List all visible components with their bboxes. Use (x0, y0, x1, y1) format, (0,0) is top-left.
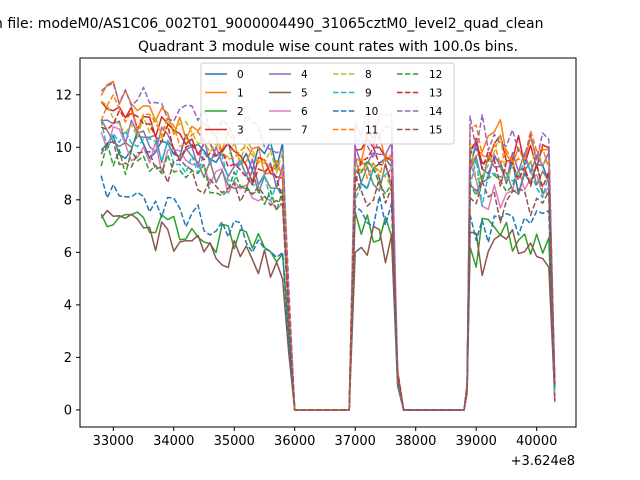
legend-label-4: 4 (301, 69, 308, 81)
legend-label-12: 12 (429, 69, 442, 81)
legend-label-15: 15 (429, 125, 442, 137)
figure-suptitle: n file: modeM0/AS1C06_002T01_9000004490_… (0, 16, 543, 32)
x-tick-label-6: 39000 (456, 434, 497, 449)
x-tick-label-7: 40000 (516, 434, 557, 449)
legend-label-0: 0 (237, 69, 244, 81)
x-tick-label-1: 34000 (153, 434, 194, 449)
y-tick-label-1: 2 (64, 351, 72, 366)
legend-label-7: 7 (301, 125, 308, 137)
legend-frame (200, 62, 455, 145)
legend-label-9: 9 (365, 88, 372, 100)
x-tick-label-4: 37000 (335, 434, 376, 449)
y-tick-label-5: 10 (55, 141, 72, 156)
y-tick-label-2: 4 (64, 298, 72, 313)
x-axis-offset-label: +3.624e8 (511, 454, 575, 469)
series-layer (100, 80, 556, 411)
plot-frame (79, 57, 577, 428)
chart-title: Quadrant 3 module wise count rates with … (138, 39, 518, 55)
x-tick-label-0: 33000 (93, 434, 134, 449)
x-tick-label-3: 36000 (274, 434, 315, 449)
x-axis: 33000 34000 35000 36000 37000 38000 39000 40000 (93, 427, 557, 449)
legend-label-10: 10 (365, 106, 378, 118)
legend-label-1: 1 (237, 88, 244, 100)
legend-label-8: 8 (365, 69, 372, 81)
legend-label-5: 5 (301, 88, 308, 100)
y-tick-label-0: 0 (64, 403, 72, 418)
legend-label-11: 11 (365, 125, 378, 137)
y-tick-label-6: 12 (55, 88, 72, 103)
legend-label-2: 2 (237, 106, 244, 118)
y-axis: 0 2 4 6 8 10 12 (55, 88, 80, 418)
x-tick-label-5: 38000 (395, 434, 436, 449)
series-line-9 (100, 119, 556, 411)
legend-label-3: 3 (237, 125, 244, 137)
y-tick-label-4: 8 (64, 193, 72, 208)
legend-label-14: 14 (429, 106, 443, 118)
series-line-14 (100, 82, 556, 411)
legend-label-13: 13 (429, 88, 442, 100)
series-line-15 (100, 141, 556, 411)
x-tick-label-2: 35000 (214, 434, 255, 449)
legend-label-6: 6 (301, 106, 308, 118)
y-tick-label-3: 6 (64, 246, 72, 261)
